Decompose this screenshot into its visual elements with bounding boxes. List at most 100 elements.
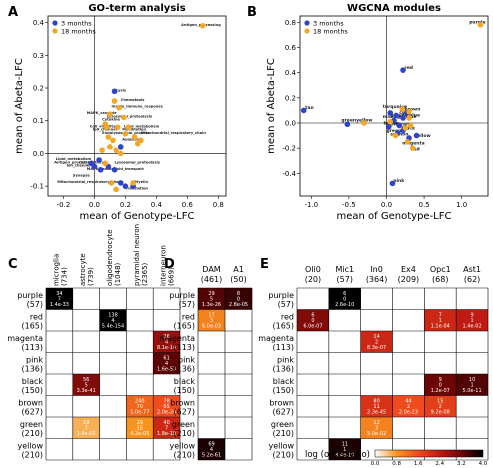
heatmap-cell bbox=[456, 374, 488, 396]
plot-frame bbox=[47, 15, 227, 197]
heatmap-cell bbox=[225, 288, 252, 310]
scatter-panel-wgcna: -1.0 -0.5 0.0 0.5 1.0 -0.4 -0.2 0.0 0.2 0.4 0.6 0.8… bbox=[266, 3, 489, 222]
row-label: magenta bbox=[159, 334, 195, 343]
row-label: pink bbox=[277, 355, 294, 364]
cell-label: 5 bbox=[85, 382, 88, 388]
row-label: green bbox=[20, 420, 43, 429]
row-count-label: (150) bbox=[21, 386, 43, 395]
data-point-18m bbox=[122, 131, 129, 137]
cell-label: 8.1e-14 bbox=[157, 345, 176, 351]
panel-letter-a: A bbox=[8, 5, 18, 20]
row-label: black bbox=[22, 377, 44, 386]
cell-label: 1.8e-18 bbox=[157, 431, 176, 437]
cell-label: 26 bbox=[163, 334, 169, 340]
row-count-label: (113) bbox=[21, 343, 43, 352]
data-point-18m bbox=[113, 147, 119, 153]
row-count-label: (57) bbox=[27, 300, 43, 309]
cell-label: 1 bbox=[470, 382, 473, 388]
cell-label: 1.4e-33 bbox=[50, 302, 69, 308]
cell-label: 7 bbox=[85, 425, 88, 431]
data-point-18m bbox=[113, 186, 119, 193]
data-point-18m bbox=[404, 139, 411, 145]
cell-label: 5.4e-154 bbox=[102, 323, 124, 329]
cell-label: 8.4e-10 bbox=[335, 452, 354, 458]
cell-label: 1.6e-53 bbox=[157, 366, 176, 372]
cell-label: 2.0e-24 bbox=[157, 409, 176, 415]
data-point-18m bbox=[104, 124, 110, 131]
heatmap-panel-cell-types: 3471.4e-3313845.4e-1542648.1e-146141.6e-… bbox=[7, 224, 181, 461]
point-annotation: brown bbox=[405, 106, 421, 112]
cell-label: 7 bbox=[439, 312, 442, 318]
data-point-18m bbox=[406, 115, 412, 121]
column-label: Ast1 bbox=[463, 265, 481, 274]
y-tick-label: 0.0 bbox=[33, 150, 44, 158]
column-label: interneuron bbox=[160, 245, 168, 286]
legend-marker bbox=[52, 28, 58, 34]
colorbar-tick-label: 0.8 bbox=[392, 461, 401, 467]
point-annotation: Lysis bbox=[116, 88, 126, 92]
point-annotation: Chemotaxis bbox=[121, 98, 145, 102]
data-point-3m bbox=[385, 123, 392, 130]
x-axis-label: mean of Genotype-LFC bbox=[80, 211, 195, 222]
data-point-3m bbox=[96, 157, 102, 163]
row-label: purple bbox=[268, 291, 294, 300]
row-count-label: (210) bbox=[21, 429, 43, 438]
cell-label: 2.8e-05 bbox=[229, 302, 248, 308]
y-tick-label: 0.1 bbox=[33, 117, 44, 125]
column-count-label: (57) bbox=[337, 275, 353, 284]
row-count-label: (57) bbox=[278, 300, 294, 309]
y-tick-label: 0.0 bbox=[285, 119, 296, 127]
cell-label: 8.3e-07 bbox=[367, 345, 386, 351]
panel-letter-d: D bbox=[164, 257, 175, 272]
cell-label: 12 bbox=[373, 420, 379, 426]
y-tick-label: 0.2 bbox=[285, 94, 296, 102]
cell-label: 5 bbox=[210, 296, 213, 302]
data-point-3m bbox=[111, 88, 118, 95]
x-tick-label: 0.5 bbox=[419, 201, 430, 209]
row-count-label: (165) bbox=[173, 321, 195, 330]
cell-label: 6 bbox=[311, 312, 314, 318]
cell-label: 1.2e-07 bbox=[431, 388, 450, 394]
colorbar-tick-label: 4.0 bbox=[479, 461, 488, 467]
row-count-label: (627) bbox=[173, 407, 195, 416]
cell-label: 2.6e-10 bbox=[335, 302, 354, 308]
cell-label: 0 bbox=[311, 318, 314, 324]
panel-letter-b: B bbox=[247, 5, 257, 20]
row-count-label: (210) bbox=[272, 429, 294, 438]
colorbar-bar bbox=[374, 449, 484, 458]
cell-label: 8 bbox=[237, 291, 240, 297]
legend-marker bbox=[304, 20, 310, 26]
point-annotation: purple bbox=[469, 20, 485, 26]
x-axis-label: mean of Genotype-LFC bbox=[337, 211, 452, 222]
point-annotation: Innate_immune_response bbox=[111, 105, 163, 109]
data-point-18m bbox=[102, 160, 109, 167]
heatmap-panel-snrna-clusters: 602.6e-10606.0e-07711.1e-04911.4e-021428… bbox=[258, 265, 489, 461]
cell-label: 56 bbox=[83, 377, 89, 383]
data-point-3m bbox=[111, 167, 118, 173]
row-count-label: (627) bbox=[21, 407, 43, 416]
y-tick-label: -0.1 bbox=[30, 183, 44, 191]
point-annotation: Ion_channel bbox=[93, 128, 117, 132]
data-point-3m bbox=[344, 121, 351, 128]
data-point-18m bbox=[117, 150, 124, 157]
cell-label: 5.2e-61 bbox=[202, 452, 221, 458]
cell-label: 15 bbox=[437, 398, 443, 404]
row-count-label: (627) bbox=[272, 407, 294, 416]
heatmap-cell bbox=[153, 417, 180, 439]
cell-label: 4 bbox=[111, 318, 114, 324]
column-count-label: (739) bbox=[87, 267, 95, 286]
heatmap-cell bbox=[72, 374, 100, 396]
cell-label: 11 bbox=[342, 441, 348, 447]
data-point-18m bbox=[199, 23, 206, 29]
row-count-label: (210) bbox=[272, 450, 294, 459]
cell-label: 9.2e-08 bbox=[431, 409, 450, 415]
row-count-label: (150) bbox=[272, 386, 294, 395]
heatmap-cell bbox=[360, 417, 393, 439]
x-tick-label: -1.0 bbox=[304, 201, 318, 209]
cell-label: 40 bbox=[163, 420, 169, 426]
y-tick-label: 0.6 bbox=[285, 44, 297, 52]
point-annotation: MAPK_cascade bbox=[87, 111, 117, 115]
row-label: magenta bbox=[7, 334, 43, 343]
y-tick-label: -0.4 bbox=[282, 170, 296, 178]
